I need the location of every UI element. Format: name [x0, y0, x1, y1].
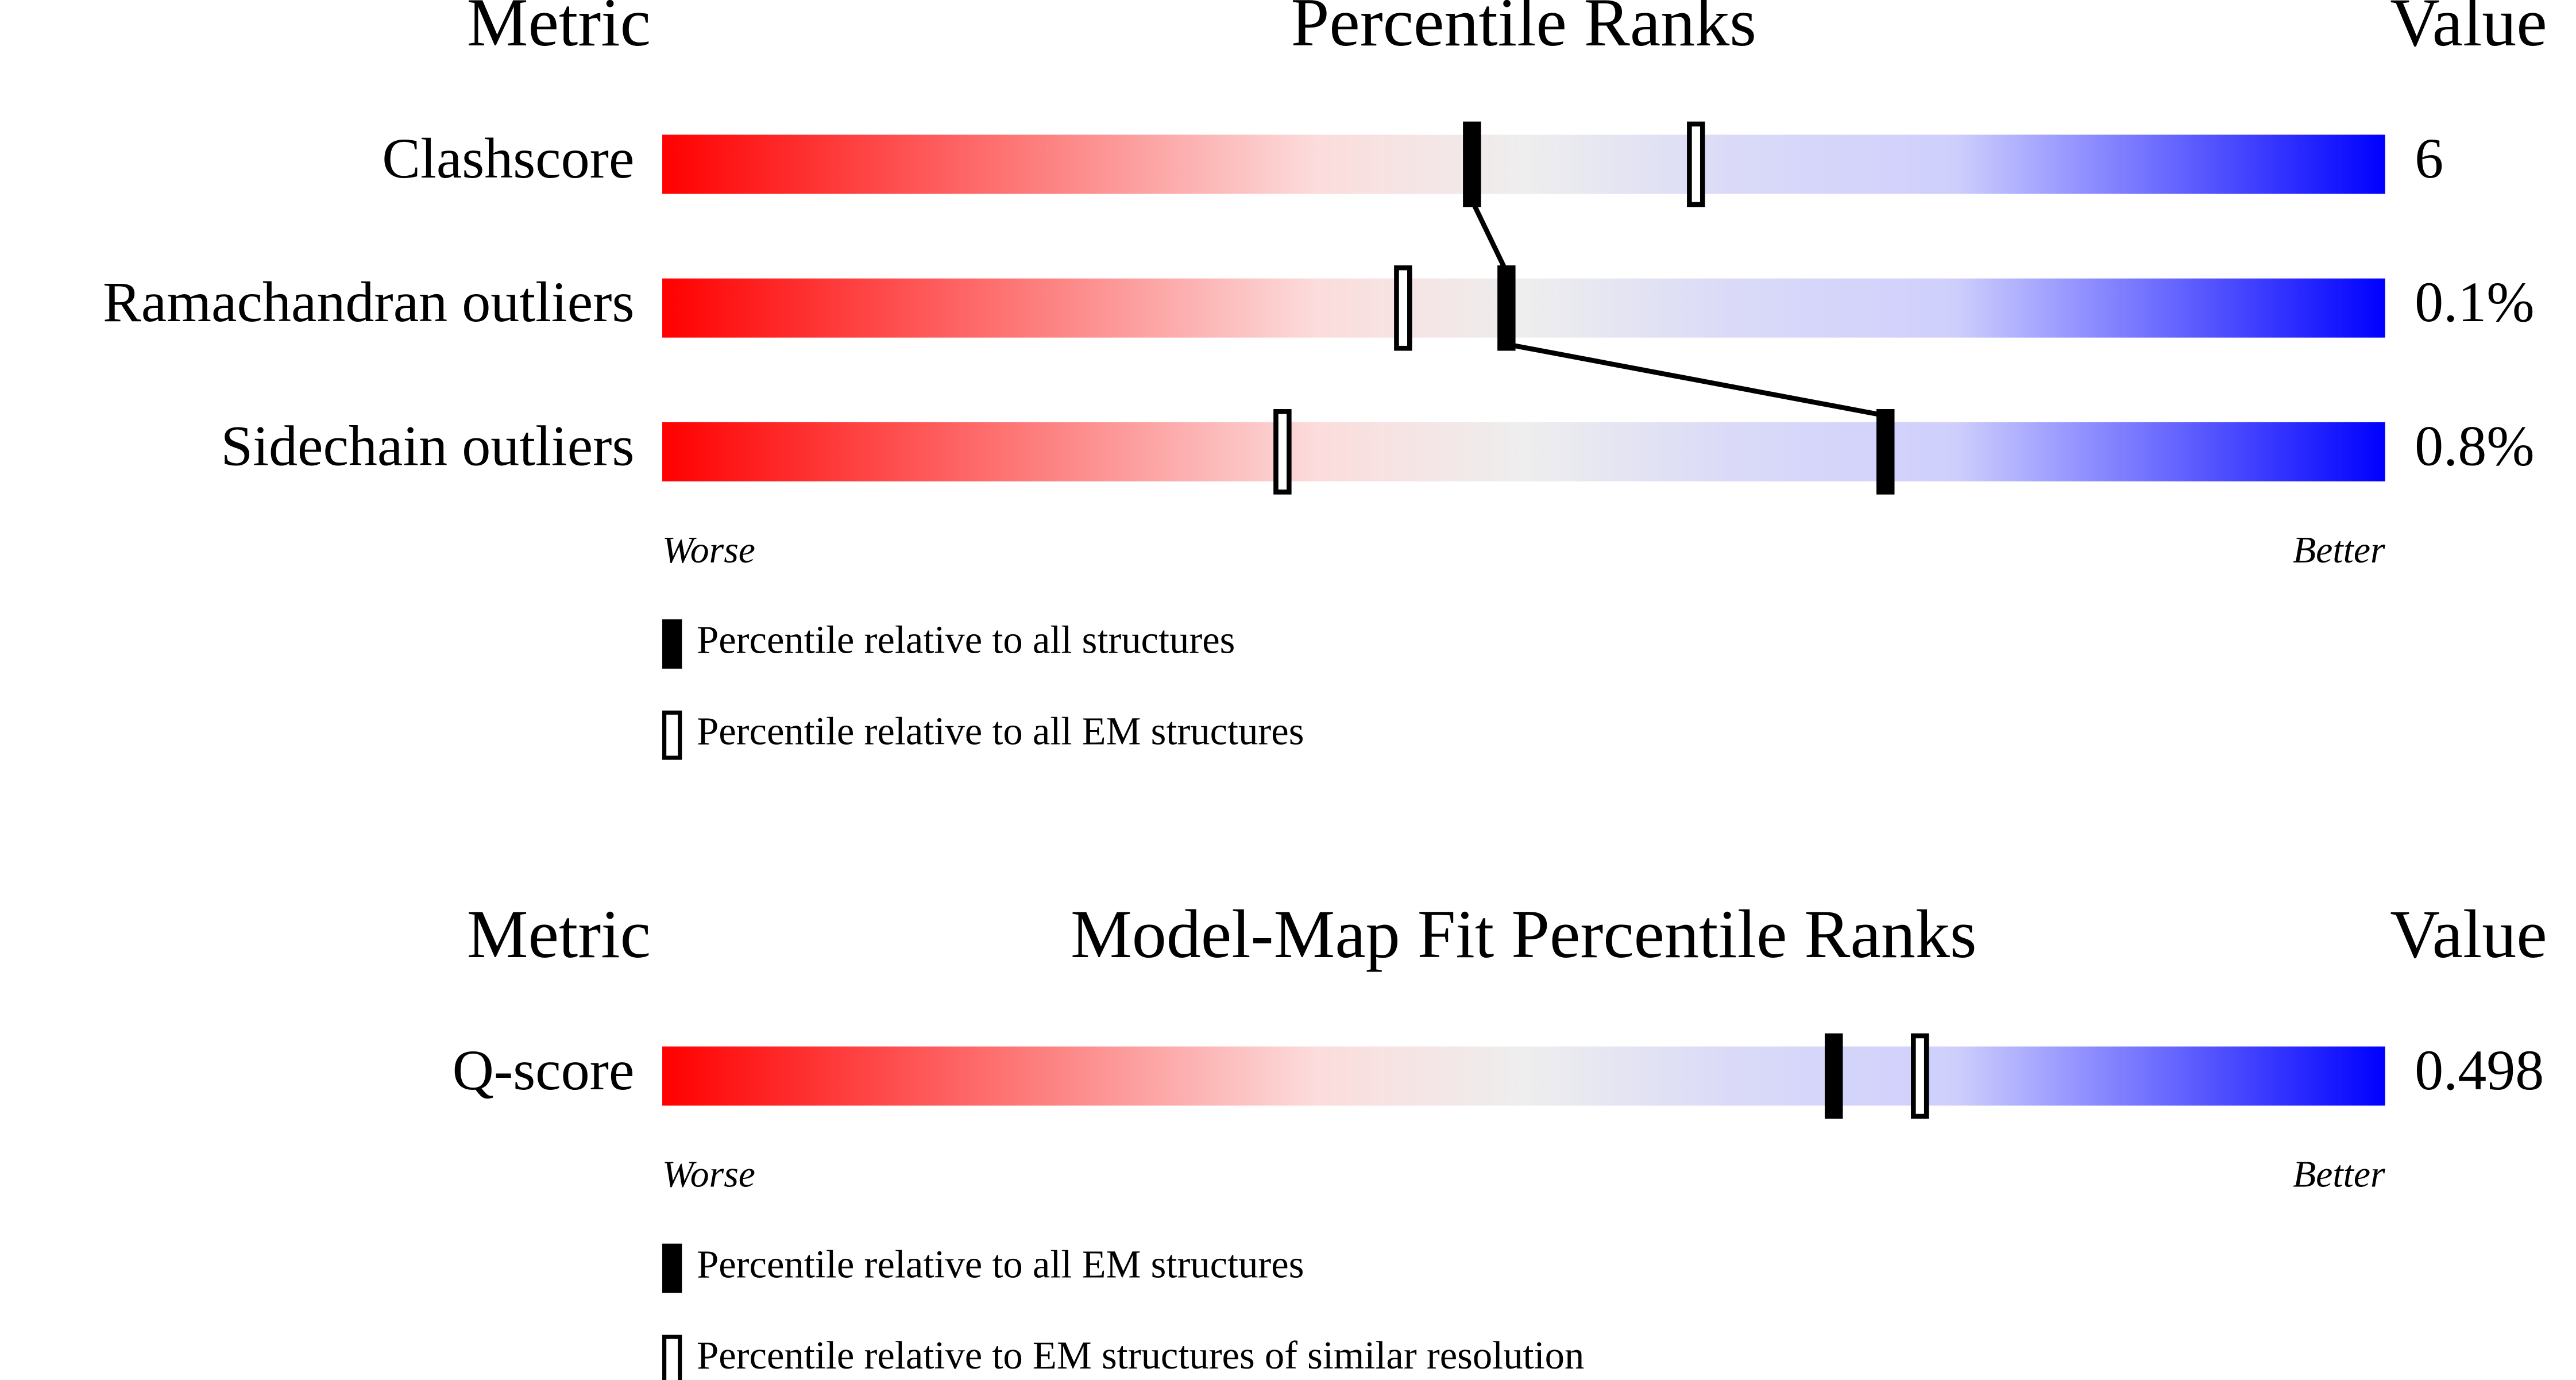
- hollow-marker: [1273, 409, 1292, 495]
- filled-marker: [1463, 121, 1481, 207]
- metric-value: 0.8%: [2415, 414, 2534, 477]
- value-header: Value: [2390, 896, 2547, 972]
- metric-name: Clashscore: [382, 126, 634, 190]
- metric-value: 0.1%: [2415, 270, 2534, 334]
- metric-value: 6: [2415, 126, 2443, 190]
- legend-symbol: [662, 1243, 682, 1293]
- metric-value: 0.498: [2415, 1038, 2544, 1102]
- hollow-marker: [1394, 265, 1412, 351]
- value-header: Value: [2390, 0, 2547, 60]
- percentile-bar: [662, 422, 2385, 481]
- legend-label: Percentile relative to all structures: [697, 618, 1235, 662]
- connector-line: [1506, 341, 1886, 418]
- percentile-bar: [662, 134, 2385, 194]
- legend-label: Percentile relative to EM structures of …: [697, 1333, 1584, 1377]
- legend-symbol: [662, 1335, 682, 1380]
- hollow-marker: [1911, 1033, 1929, 1119]
- metric-header: Metric: [467, 0, 651, 60]
- worse-label: Worse: [662, 529, 755, 571]
- hollow-marker: [1687, 121, 1705, 207]
- filled-marker: [1876, 409, 1895, 495]
- legend-label: Percentile relative to all EM structures: [697, 1242, 1304, 1286]
- better-label: Better: [2293, 1153, 2385, 1195]
- legend-symbol: [662, 619, 682, 669]
- metric-name: Ramachandran outliers: [103, 270, 634, 334]
- metric-name: Sidechain outliers: [221, 414, 635, 477]
- connector-line: [1469, 199, 1509, 273]
- percentile-bar: [662, 278, 2385, 338]
- metric-name: Q-score: [453, 1038, 635, 1102]
- panel-title: Model-Map Fit Percentile Ranks: [1071, 896, 1977, 972]
- filled-marker: [1825, 1033, 1843, 1119]
- percentile-bar: [662, 1046, 2385, 1106]
- panel-title: Percentile Ranks: [1291, 0, 1756, 60]
- metric-header: Metric: [467, 896, 651, 972]
- worse-label: Worse: [662, 1153, 755, 1195]
- filled-marker: [1497, 265, 1516, 351]
- legend-symbol: [662, 710, 682, 760]
- better-label: Better: [2293, 529, 2385, 571]
- legend-label: Percentile relative to all EM structures: [697, 709, 1304, 753]
